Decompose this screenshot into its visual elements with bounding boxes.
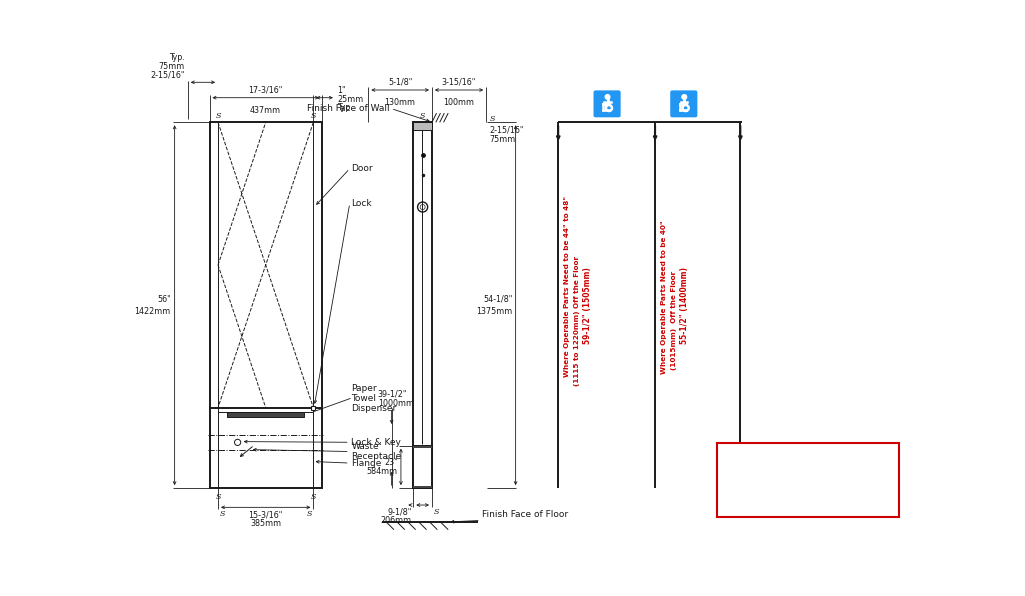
Bar — [413, 122, 432, 488]
Text: 39-1/2": 39-1/2" — [377, 389, 407, 398]
Bar — [413, 122, 432, 130]
Text: 75mm: 75mm — [159, 62, 184, 71]
FancyBboxPatch shape — [593, 91, 620, 117]
Text: 1000mm: 1000mm — [377, 399, 414, 408]
Text: Typ.: Typ. — [337, 103, 354, 112]
Text: Flange: Flange — [352, 458, 381, 468]
Text: 206mm: 206mm — [380, 516, 412, 525]
Text: 54-5/8" (1387mm) high: 54-5/8" (1387mm) high — [762, 472, 855, 481]
Text: Where Operable Parts Need to be 44" to 48": Where Operable Parts Need to be 44" to 4… — [564, 195, 570, 377]
Text: 5-1/8": 5-1/8" — [387, 78, 412, 87]
Text: Paper: Paper — [352, 384, 377, 393]
Text: 55-1/2" (1400mm): 55-1/2" (1400mm) — [680, 267, 689, 344]
Text: 75mm: 75mm — [489, 135, 516, 144]
Text: 9-1/8": 9-1/8" — [387, 507, 412, 516]
Text: S: S — [489, 115, 495, 123]
Text: Finish Face of Wall: Finish Face of Wall — [308, 104, 391, 113]
Text: 15-3/16": 15-3/16" — [248, 510, 283, 520]
Text: Typ.: Typ. — [169, 52, 184, 61]
Text: 3-15/16": 3-15/16" — [442, 78, 477, 87]
Text: Door: Door — [352, 164, 373, 173]
Text: S: S — [306, 510, 312, 518]
Text: Finish Face of Floor: Finish Face of Floor — [483, 510, 569, 519]
Bar — [209, 122, 322, 488]
Bar — [413, 486, 432, 488]
Text: 2-15/16": 2-15/16" — [151, 71, 184, 80]
Text: 59-1/2" (1505mm): 59-1/2" (1505mm) — [583, 267, 592, 344]
Text: Rough Wall Opening: Rough Wall Opening — [756, 446, 860, 455]
Text: 385mm: 385mm — [250, 519, 281, 528]
Text: Where Operable Parts Need to be 40": Where Operable Parts Need to be 40" — [661, 221, 666, 374]
Text: 437mm: 437mm — [250, 106, 281, 115]
Bar — [718, 443, 899, 517]
Text: 23": 23" — [384, 458, 398, 467]
Text: Towel: Towel — [352, 394, 376, 403]
Text: 17-3/16": 17-3/16" — [248, 86, 283, 95]
Text: S: S — [435, 508, 440, 516]
Text: S: S — [311, 112, 316, 120]
Text: (1115 to 1220mm) Off the Floor: (1115 to 1220mm) Off the Floor — [574, 256, 580, 386]
Text: 1422mm: 1422mm — [134, 307, 171, 316]
Text: 56": 56" — [157, 294, 171, 303]
Text: (1015mm)  Off the Floor: (1015mm) Off the Floor — [670, 271, 676, 370]
Text: 100mm: 100mm — [444, 98, 475, 107]
Circle shape — [605, 95, 610, 100]
Bar — [413, 446, 432, 488]
Text: 15-7/8" (403mm) wide: 15-7/8" (403mm) wide — [763, 459, 854, 468]
FancyBboxPatch shape — [670, 91, 697, 117]
Text: S: S — [219, 510, 226, 518]
Text: 130mm: 130mm — [384, 98, 416, 107]
Text: Receptacle: Receptacle — [352, 452, 402, 461]
Text: 4" (100mm) minimum: 4" (100mm) minimum — [764, 486, 853, 495]
Text: Dispenser: Dispenser — [352, 404, 397, 413]
Text: 54-1/8": 54-1/8" — [483, 294, 512, 303]
Text: 25mm: 25mm — [337, 95, 364, 104]
Text: 584mm: 584mm — [367, 467, 398, 476]
Text: S: S — [420, 112, 425, 120]
Text: Lock & Key: Lock & Key — [352, 438, 401, 447]
Text: 2-15/16": 2-15/16" — [489, 126, 524, 135]
Bar — [228, 412, 304, 417]
Bar — [413, 446, 432, 448]
Text: 1375mm: 1375mm — [477, 307, 512, 316]
Text: Lock: Lock — [352, 198, 372, 207]
Text: 1": 1" — [337, 86, 346, 95]
Text: S: S — [215, 493, 220, 501]
Text: S: S — [215, 112, 220, 120]
Text: Waste: Waste — [352, 442, 379, 451]
Text: recessed depth: recessed depth — [777, 499, 839, 508]
Text: S: S — [311, 493, 316, 501]
Circle shape — [682, 95, 687, 100]
